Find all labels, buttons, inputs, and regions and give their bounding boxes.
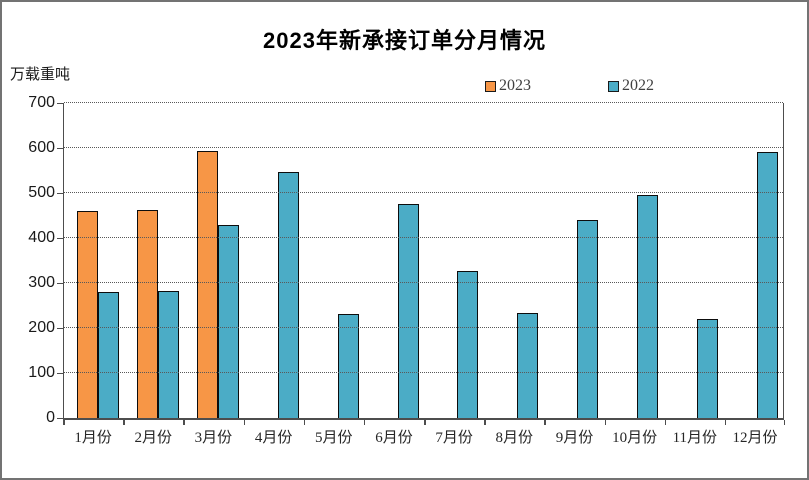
legend-entry-2022: 2022: [608, 77, 654, 95]
legend-entry-2023: 2023: [485, 77, 531, 95]
bar-group-4月份: [244, 103, 304, 418]
bar-2022-10月份: [637, 195, 659, 418]
bar-2022-8月份: [517, 313, 539, 418]
bar-2022-9月份: [577, 220, 599, 418]
x-tick-label-11月份: 11月份: [672, 430, 718, 446]
y-tick-mark-200: [57, 328, 63, 329]
bar-group-5月份: [304, 103, 364, 418]
x-tick-label-8月份: 8月份: [495, 430, 534, 446]
x-tick-mark-1: [123, 420, 125, 425]
legend-swatch-2023: [485, 80, 496, 92]
y-tick-mark-600: [57, 148, 63, 149]
bar-group-2月份: [124, 103, 184, 418]
gridline-400: [64, 237, 783, 238]
y-tick-label-300: 300: [28, 274, 55, 291]
x-axis-labels: 1月份 2月份 3月份 4月份 5月份 6月份 7月份 8月份 9月份 10月份 11月份 12月份: [63, 426, 785, 447]
gridline-700: [64, 102, 783, 103]
legend-swatch-2022: [608, 80, 619, 92]
x-tick-label-2月份: 2月份: [134, 430, 173, 446]
x-tick-mark-9: [604, 420, 606, 425]
x-tick-mark-6: [424, 420, 426, 425]
y-tick-mark-400: [57, 238, 63, 239]
x-tick-label-4月份: 4月份: [254, 430, 293, 446]
plot-area: [63, 102, 784, 420]
x-tick-mark-2: [183, 420, 185, 425]
x-tick-mark-4: [303, 420, 306, 425]
x-tick-mark-10: [664, 420, 667, 425]
legend-label-2022: 2022: [622, 77, 654, 94]
y-tick-label-200: 200: [28, 319, 55, 336]
bar-group-7月份: [424, 103, 484, 418]
gridline-500: [64, 191, 783, 193]
y-tick-label-400: 400: [28, 229, 55, 246]
gridline-600: [64, 146, 783, 148]
x-tick-label-7月份: 7月份: [435, 430, 473, 446]
bar-2022-4月份: [277, 172, 299, 418]
bar-group-1月份: [64, 103, 124, 418]
x-tick-label-3月份: 3月份: [194, 430, 233, 446]
x-tick-label-10月份: 10月份: [612, 430, 658, 446]
bar-group-3月份: [184, 103, 244, 418]
y-axis-unit-label: 万载重吨: [10, 66, 71, 83]
y-tick-label-0: 0: [46, 409, 55, 426]
y-tick-label-100: 100: [28, 364, 55, 381]
gridline-200: [64, 327, 783, 328]
x-tick-label-6月份: 6月份: [375, 430, 413, 446]
x-tick-mark-11: [724, 420, 727, 425]
bar-2022-12月份: [757, 152, 779, 418]
y-tick-mark-300: [57, 283, 63, 284]
x-tick-label-9月份: 9月份: [555, 430, 594, 446]
x-tick-mark-7: [484, 420, 486, 425]
x-tick-label-12月份: 12月份: [732, 430, 778, 446]
bar-2022-2月份: [157, 290, 179, 418]
y-tick-label-700: 700: [28, 94, 55, 111]
x-tick-mark-3: [243, 420, 245, 425]
legend-label-2023: 2023: [499, 77, 531, 94]
gridline-100: [64, 372, 783, 373]
bar-group-10月份: [603, 103, 663, 418]
y-tick-label-500: 500: [28, 184, 55, 201]
gridline-300: [64, 281, 783, 283]
x-tick-mark-12: [783, 420, 785, 425]
y-tick-mark-0: [57, 418, 63, 419]
bar-2022-1月份: [97, 291, 119, 418]
x-tick-mark-5: [363, 420, 366, 425]
x-tick-label-1月份: 1月份: [74, 430, 112, 446]
y-tick-label-600: 600: [28, 139, 55, 156]
y-tick-mark-100: [57, 373, 63, 374]
bar-2022-6月份: [397, 203, 419, 418]
bar-group-8月份: [483, 103, 543, 418]
bar-2022-7月份: [457, 271, 479, 418]
bar-group-12月份: [723, 103, 783, 418]
bar-2023-1月份: [76, 210, 98, 418]
bar-2022-5月份: [337, 314, 359, 418]
x-tick-mark-0: [63, 420, 65, 425]
bar-2023-2月份: [136, 209, 158, 418]
bar-group-6月份: [364, 103, 424, 418]
bar-group-9月份: [543, 103, 603, 418]
x-tick-mark-8: [544, 420, 546, 425]
x-tick-label-5月份: 5月份: [315, 430, 353, 446]
bar-2023-3月份: [196, 150, 218, 418]
chart-title: 2023年新承接订单分月情况: [263, 28, 546, 53]
y-tick-mark-700: [57, 103, 63, 104]
bar-2022-11月份: [697, 318, 719, 418]
y-tick-mark-500: [57, 193, 63, 194]
bar-2022-3月份: [217, 224, 239, 418]
bars: [64, 103, 783, 418]
y-axis: 700 600 500 400 300 200 100 0: [2, 94, 55, 426]
bar-group-11月份: [663, 103, 723, 418]
